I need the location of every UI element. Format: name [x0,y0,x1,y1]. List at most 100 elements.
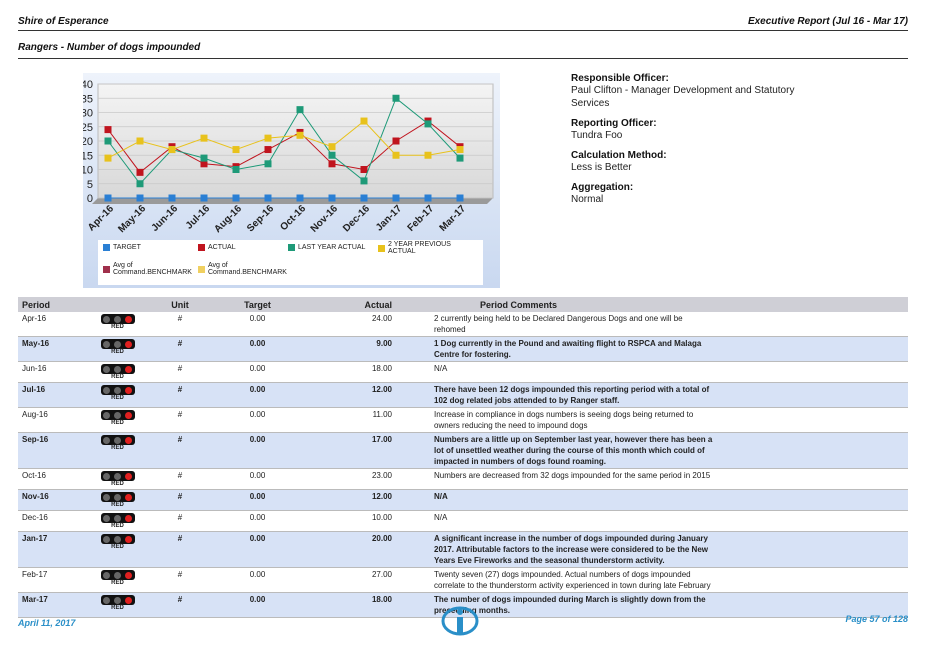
target-cell: 0.00 [215,382,300,408]
unit-cell: # [145,592,215,618]
legend-item: LAST YEAR ACTUAL [288,244,378,251]
col-header: Period Comments [430,297,720,312]
series-line [107,120,461,174]
status-cell: RED [90,312,145,337]
status-icon [100,492,135,502]
data-point [104,194,112,202]
status-label: RED [111,502,124,508]
legend-label: Avg of Command.BENCHMARK [113,262,192,276]
legend-label: TARGET [113,244,141,251]
data-point [424,194,432,202]
legend-item: ACTUAL [198,244,288,251]
status-label: RED [111,349,124,355]
status-label: RED [111,324,124,330]
y-tick-label: 15 [83,150,93,162]
table-row: Nov-16 RED #0.00 12.00 N/A [18,489,908,511]
legend-item: Avg of Command.BENCHMARK [103,262,192,276]
status-label: RED [111,374,124,380]
legend-swatch [103,265,110,273]
comment-cell: N/A [430,489,720,511]
period-cell: May-16 [18,336,90,362]
data-point [104,126,112,134]
info-label: Reporting Officer: [571,118,657,129]
comment-cell: Numbers are decreased from 32 dogs impou… [430,468,720,490]
legend-item: TARGET [103,244,193,251]
blank-cell [720,407,908,433]
info-value: Tundra Foo [571,130,623,141]
light [113,493,121,501]
data-point [456,154,464,162]
data-point [232,146,240,154]
status-label: RED [111,523,124,529]
legend: TARGET ACTUAL LAST YEAR ACTUAL 2 YEAR PREVI… [98,240,483,285]
unit-cell: # [145,336,215,362]
info-label: Responsible Officer: [571,73,669,84]
data-point [360,117,368,125]
data-point [264,146,272,154]
org-name: Shire of Esperance [18,16,109,27]
comment-cell: Twenty seven (27) dogs impounded. Actual… [430,567,720,593]
light [113,386,121,394]
light [125,571,133,579]
status-cell: RED [90,489,145,511]
blank-cell [720,510,908,532]
chart: 0 5 10 15 20 25 30 35 40 Apr-16 May-16 Jun-16 Jul-16… [83,79,494,235]
table-row: Jun-16 RED #0.00 18.00 N/A [18,361,908,383]
series-line [107,120,461,159]
actual-cell: 27.00 [300,567,430,593]
period-cell: Feb-17 [18,567,90,593]
period-cell: Jul-16 [18,382,90,408]
table-row: Feb-17 RED #0.00 27.00 Twenty seven (27) dog… [18,567,908,593]
target-cell: 0.00 [215,312,300,337]
period-cell: Nov-16 [18,489,90,511]
status-cell: RED [90,468,145,490]
period-cell: Sep-16 [18,432,90,469]
data-point [264,134,272,142]
comment-cell: 2 currently being held to be Declared Da… [430,312,720,337]
legend-label: Avg of Command.BENCHMARK [208,262,287,276]
blank-cell [720,592,908,618]
status-icon [100,595,135,605]
data-point [424,120,432,128]
table-row: Oct-16 RED #0.00 23.00 Numbers are decreased… [18,468,908,490]
light [102,493,110,501]
status-icon [100,534,135,544]
light [113,571,121,579]
data-point [456,194,464,202]
status-label: RED [111,445,124,451]
data-point [264,160,272,168]
status-cell: RED [90,592,145,618]
status-icon [100,364,135,374]
y-tick-label: 30 [83,108,93,120]
data-point [392,94,400,102]
comment-cell: Increase in compliance in dogs numbers i… [430,407,720,433]
actual-cell: 20.00 [300,531,430,568]
comment-cell: 1 Dog currently in the Pound and awaitin… [430,336,720,362]
target-cell: 0.00 [215,432,300,469]
rule [18,30,908,31]
info-value: Less is Better [571,162,632,173]
light [102,514,110,522]
data-point [264,194,272,202]
data-point [360,166,368,173]
status-icon [100,385,135,395]
target-cell: 0.00 [215,336,300,362]
logo [441,606,479,636]
data-point [392,194,400,202]
data-point [360,194,368,202]
period-cell: Jun-16 [18,361,90,383]
target-cell: 0.00 [215,361,300,383]
unit-cell: # [145,407,215,433]
plot-floor [92,198,493,204]
comment-cell: Numbers are a little up on September las… [430,432,720,469]
x-tick-label: Dec-16 [341,203,372,234]
y-tick-label: 5 [87,179,93,191]
data-point [200,194,208,202]
light [113,436,121,444]
legend-label: LAST YEAR ACTUAL [298,244,366,251]
light [113,315,121,323]
status-cell: RED [90,510,145,532]
data-point [136,180,144,188]
data-point [232,166,240,173]
